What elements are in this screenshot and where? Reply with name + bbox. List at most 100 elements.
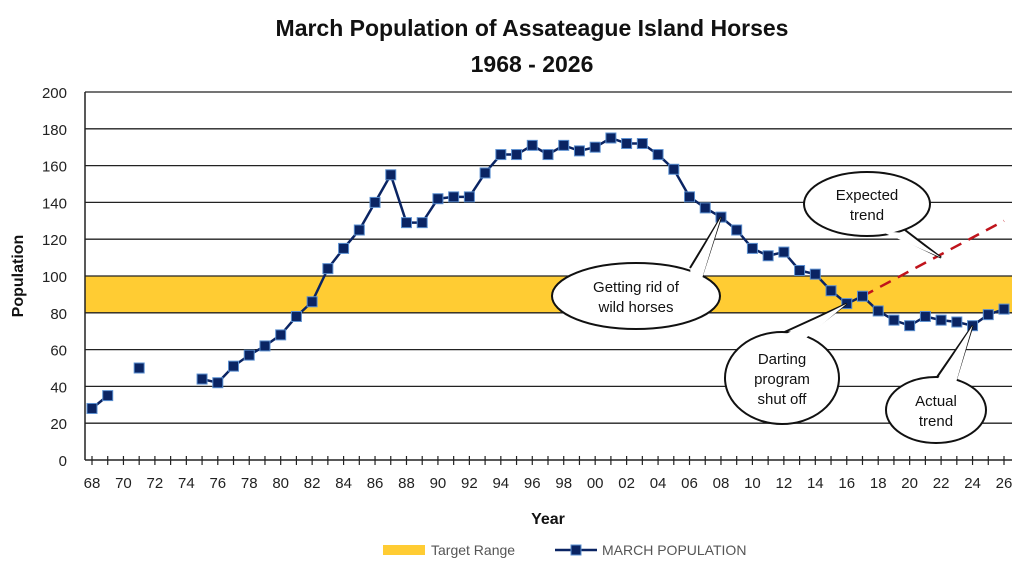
x-tick-label: 70 — [115, 475, 132, 492]
population-marker — [86, 402, 98, 414]
x-tick-label: 72 — [147, 475, 164, 492]
x-tick-label: 12 — [776, 475, 793, 492]
callout-text: Getting rid of — [593, 279, 680, 296]
population-marker — [872, 305, 884, 317]
population-marker — [511, 149, 523, 161]
callout-pointer-fill — [690, 217, 721, 285]
population-marker — [526, 139, 538, 151]
population-marker — [353, 224, 365, 236]
callout-bubble — [885, 376, 987, 444]
population-marker — [463, 191, 475, 203]
population-marker — [778, 246, 790, 258]
callout-text: trend — [850, 207, 884, 224]
x-tick-label: 88 — [398, 475, 415, 492]
callout-text: Darting — [758, 351, 806, 368]
population-marker — [668, 163, 680, 175]
x-tick-label: 22 — [933, 475, 950, 492]
population-marker — [621, 138, 633, 150]
population-marker — [888, 314, 900, 326]
x-tick-label: 74 — [178, 475, 195, 492]
population-marker — [338, 242, 350, 254]
x-tick-label: 90 — [430, 475, 447, 492]
population-marker — [369, 196, 381, 208]
x-tick-label: 76 — [209, 475, 226, 492]
population-marker — [479, 167, 491, 179]
x-tick-label: 02 — [618, 475, 635, 492]
population-marker — [542, 149, 554, 161]
x-tick-label: 20 — [901, 475, 918, 492]
population-marker — [400, 217, 412, 229]
y-tick-label: 60 — [50, 343, 67, 360]
population-marker — [573, 145, 585, 157]
x-tick-label: 04 — [650, 475, 667, 492]
population-marker — [605, 132, 617, 144]
x-tick-label: 24 — [964, 475, 981, 492]
population-marker — [228, 360, 240, 372]
population-marker — [636, 138, 648, 150]
population-marker — [448, 191, 460, 203]
callout-text: Actual — [915, 393, 957, 410]
x-tick-label: 78 — [241, 475, 258, 492]
y-tick-label: 160 — [42, 159, 67, 176]
population-marker — [684, 191, 696, 203]
y-tick-label: 200 — [42, 85, 67, 102]
callout-2: Expected trend — [803, 171, 942, 259]
y-tick-label: 40 — [50, 379, 67, 396]
callout-text: trend — [919, 413, 953, 430]
legend-target-range-swatch — [383, 545, 425, 555]
population-marker — [904, 320, 916, 332]
callout-text: shut off — [758, 391, 808, 408]
population-marker — [102, 390, 114, 402]
x-tick-label: 06 — [681, 475, 698, 492]
population-line — [201, 136, 1005, 385]
legend-target-range-label: Target Range — [431, 542, 515, 558]
population-marker — [794, 264, 806, 276]
x-tick-label: 68 — [84, 475, 101, 492]
population-marker — [416, 217, 428, 229]
y-tick-label: 180 — [42, 122, 67, 139]
callout-pointer-fill — [935, 325, 973, 386]
population-marker — [919, 310, 931, 322]
population-marker — [243, 349, 255, 361]
population-marker — [558, 139, 570, 151]
x-tick-label: 26 — [996, 475, 1013, 492]
population-marker — [133, 362, 145, 374]
x-tick-label: 08 — [713, 475, 730, 492]
population-marker — [998, 303, 1010, 315]
x-tick-label: 86 — [367, 475, 384, 492]
x-tick-label: 96 — [524, 475, 541, 492]
population-marker — [762, 250, 774, 262]
population-marker — [290, 310, 302, 322]
callout-text: Expected — [836, 187, 899, 204]
legend-population-label: MARCH POPULATION — [602, 542, 746, 558]
chart-title: March Population of Assateague Island Ho… — [276, 15, 789, 41]
callout-bubble — [803, 171, 931, 237]
callout-bubble — [724, 331, 840, 425]
callout-3: Darting program shut off — [724, 302, 848, 425]
x-tick-label: 10 — [744, 475, 761, 492]
callout-1: Getting rid of wild horses — [551, 216, 722, 330]
population-marker — [432, 193, 444, 205]
x-tick-label: 84 — [335, 475, 352, 492]
population-marker — [951, 316, 963, 328]
x-tick-label: 82 — [304, 475, 321, 492]
population-marker — [385, 169, 397, 181]
chart-subtitle: 1968 - 2026 — [471, 51, 594, 77]
y-tick-label: 140 — [42, 195, 67, 212]
expected-trend-line — [861, 219, 1005, 298]
population-marker — [259, 340, 271, 352]
callout-pointer-fill — [880, 231, 942, 258]
x-axis-label: Year — [531, 511, 565, 528]
population-marker — [699, 202, 711, 214]
population-marker — [809, 268, 821, 280]
y-axis-label: Population — [10, 235, 27, 318]
legend-population-marker — [570, 544, 582, 556]
population-marker — [196, 373, 208, 385]
x-tick-label: 98 — [555, 475, 572, 492]
legend: Target Range MARCH POPULATION — [383, 542, 746, 558]
y-tick-label: 80 — [50, 306, 67, 323]
population-marker — [275, 329, 287, 341]
population-marker — [825, 285, 837, 297]
population-marker — [652, 149, 664, 161]
